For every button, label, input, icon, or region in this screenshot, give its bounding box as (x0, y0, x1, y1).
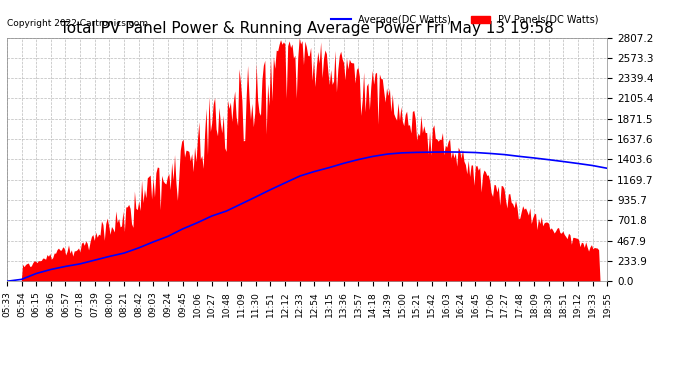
Legend: Average(DC Watts), PV Panels(DC Watts): Average(DC Watts), PV Panels(DC Watts) (327, 10, 602, 28)
Text: Copyright 2022 Cartronics.com: Copyright 2022 Cartronics.com (7, 19, 148, 28)
Title: Total PV Panel Power & Running Average Power Fri May 13 19:58: Total PV Panel Power & Running Average P… (60, 21, 554, 36)
